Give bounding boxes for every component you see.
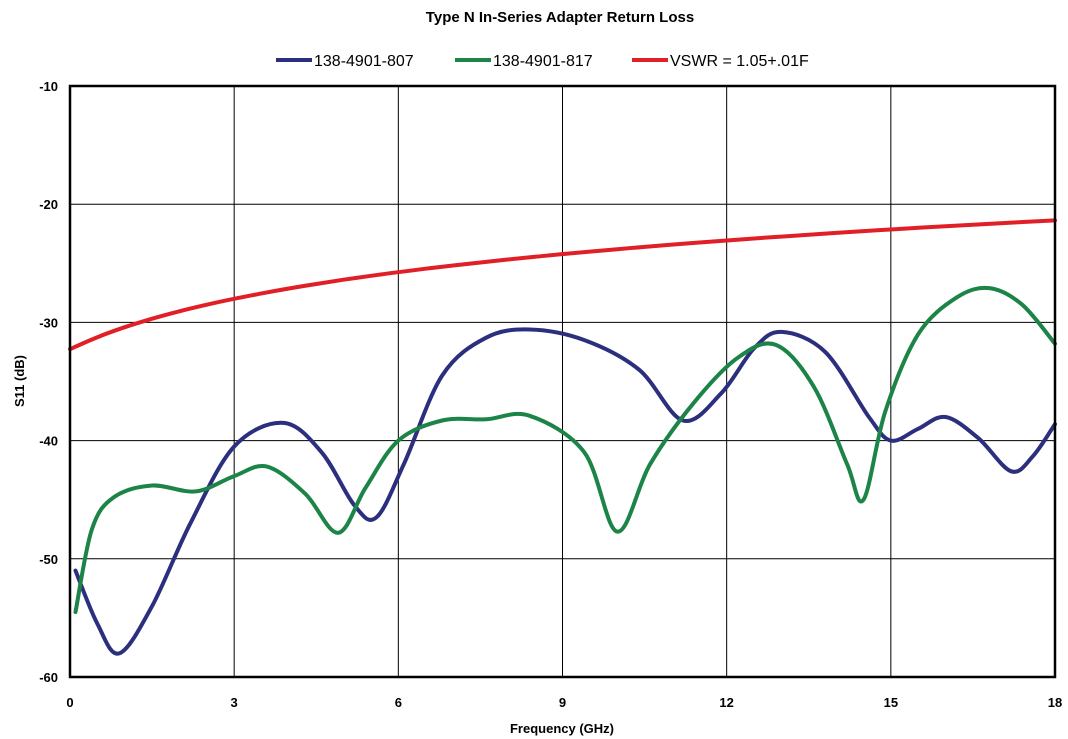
x-axis-label: Frequency (GHz) [510, 721, 614, 736]
series-line-138-4901-817 [73, 285, 1057, 614]
series-line-vswr-1-05-01f [68, 218, 1057, 352]
y-tick-label: -60 [39, 670, 58, 685]
y-tick-label: -40 [39, 434, 58, 449]
y-tick-label: -30 [39, 315, 58, 330]
plot-frame [68, 84, 1057, 679]
x-tick-label: 3 [231, 695, 238, 710]
legend: 138-4901-807 138-4901-817 VSWR = 1.05+.01F [276, 53, 809, 70]
y-tick-labels: -10 -20 -30 -40 -50 -60 [39, 79, 58, 685]
x-tick-label: 9 [559, 695, 566, 710]
legend-label-138-4901-817: 138-4901-817 [493, 53, 593, 70]
x-tick-label: 6 [395, 695, 402, 710]
x-tick-label: 18 [1048, 695, 1062, 710]
chart-title: Type N In-Series Adapter Return Loss [426, 9, 694, 26]
y-tick-label: -10 [39, 79, 58, 94]
x-tick-label: 0 [66, 695, 73, 710]
series-line-138-4901-807 [73, 327, 1057, 656]
y-tick-label: -20 [39, 197, 58, 212]
x-tick-labels: 0 3 6 9 12 15 18 [66, 695, 1062, 710]
x-tick-label: 12 [719, 695, 733, 710]
x-tick-label: 15 [884, 695, 898, 710]
legend-label-138-4901-807: 138-4901-807 [314, 53, 414, 70]
y-tick-label: -50 [39, 552, 58, 567]
series-lines [68, 218, 1057, 656]
legend-label-vswr-1-05-01f: VSWR = 1.05+.01F [670, 53, 809, 70]
y-axis-label: S11 (dB) [12, 355, 27, 407]
